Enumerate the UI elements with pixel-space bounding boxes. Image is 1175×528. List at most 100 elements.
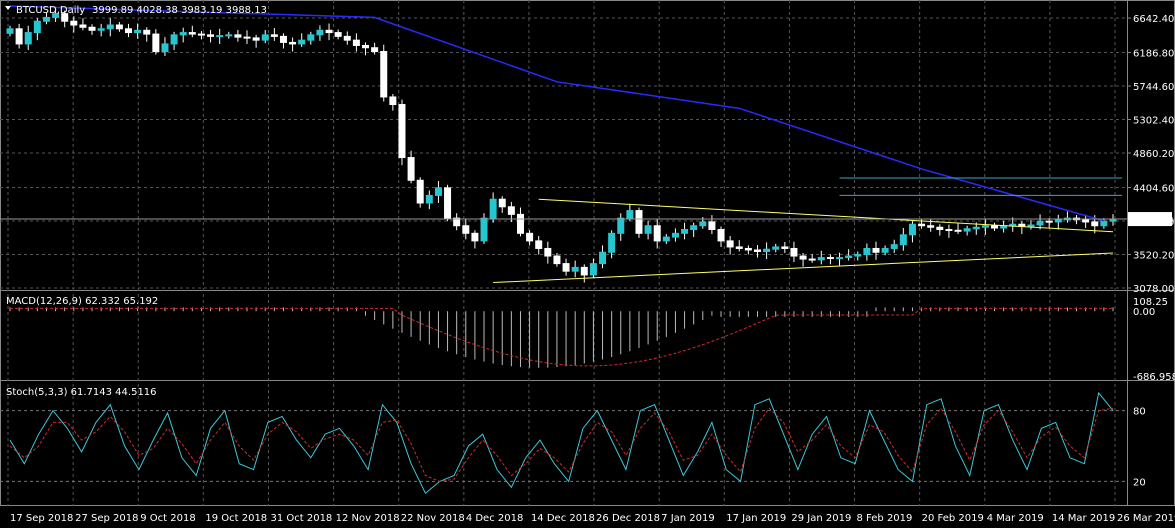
candle-body <box>726 240 734 248</box>
candle-body <box>252 37 260 41</box>
candle-body <box>763 248 771 252</box>
candle-body <box>152 33 160 53</box>
x-tick-label: 4 Dec 2018 <box>466 513 524 524</box>
candle-body <box>617 217 625 234</box>
candle-body <box>498 198 506 208</box>
candle-body <box>289 41 297 45</box>
candle-body <box>644 225 652 234</box>
candle-body <box>1036 220 1044 226</box>
candle-body <box>1100 220 1108 227</box>
candle-body <box>279 35 287 43</box>
candle-body <box>990 225 998 229</box>
candle-body <box>580 266 588 276</box>
candle-body <box>899 234 907 246</box>
x-tick-label: 9 Oct 2018 <box>140 513 195 524</box>
candle-body <box>717 229 725 242</box>
candle-body <box>243 36 251 39</box>
x-tick-label: 7 Jan 2019 <box>661 513 715 524</box>
candle-body <box>690 225 698 231</box>
outer-frame <box>0 0 1175 506</box>
candle-body <box>88 26 96 31</box>
price-tick-label: 6186.80 <box>1133 49 1174 60</box>
candle-body <box>298 39 306 45</box>
candle-body <box>863 247 871 256</box>
candle-body <box>571 266 579 272</box>
candle-body <box>799 255 807 260</box>
candle-body <box>908 223 916 236</box>
x-tick-label: 14 Mar 2019 <box>1052 513 1115 524</box>
candle-body <box>872 247 880 253</box>
candle-body <box>744 247 752 251</box>
candle-body <box>225 34 233 37</box>
candle-body <box>808 258 816 261</box>
chart-symbol: BTCUSD,Daily <box>16 5 85 16</box>
x-tick-label: 27 Sep 2018 <box>75 513 138 524</box>
candle-body <box>535 240 543 249</box>
candle-body <box>836 257 844 260</box>
x-tick-label: 4 Mar 2019 <box>987 513 1044 524</box>
candle-body <box>161 43 169 53</box>
candle-body <box>97 28 105 31</box>
candle-body <box>562 263 570 272</box>
candle-body <box>781 246 789 249</box>
candle-body <box>380 51 388 98</box>
candle-body <box>626 210 634 219</box>
x-tick-label: 14 Dec 2018 <box>531 513 595 524</box>
candle-body <box>708 221 716 231</box>
macd-tick-label: 108.25 <box>1133 297 1168 308</box>
macd-tick-label: 0.00 <box>1133 307 1155 318</box>
x-tick-label: 8 Feb 2019 <box>857 513 913 524</box>
candle-body <box>307 34 315 41</box>
x-tick-label: 26 Mar 2019 <box>1117 513 1175 524</box>
candle-body <box>936 226 944 231</box>
candle-body <box>854 254 862 257</box>
candle-body <box>362 44 370 49</box>
candle-body <box>207 34 215 37</box>
stoch-tick-label: 80 <box>1133 407 1146 418</box>
x-tick-label: 29 Jan 2019 <box>791 513 851 524</box>
candle-body <box>526 232 534 242</box>
macd-signal-line <box>10 307 1113 367</box>
candle-body <box>425 194 433 204</box>
stoch-main-line <box>9 391 1114 494</box>
price-tick-label: 4404.60 <box>1133 184 1174 195</box>
candle-body <box>753 249 761 252</box>
candle-body <box>981 225 989 228</box>
candle-body <box>963 228 971 232</box>
candle-body <box>15 28 23 45</box>
price-tick-label: 4860.20 <box>1133 149 1174 160</box>
candle-body <box>33 20 41 34</box>
candle-body <box>735 246 743 249</box>
trend-line <box>493 252 1114 284</box>
candle-body <box>489 198 497 219</box>
candle-body <box>945 229 953 232</box>
candle-body <box>234 34 242 38</box>
candle-body <box>170 34 178 45</box>
candle-body <box>681 229 689 234</box>
candle-body <box>471 232 479 242</box>
candle-body <box>270 34 278 37</box>
candle-body <box>462 225 470 234</box>
macd-title: MACD(12,26,9) 62.332 65.192 <box>6 296 158 307</box>
candle-body <box>42 16 50 22</box>
ohlc-values: 3999.89 4028.38 3983.19 3988.13 <box>92 5 267 16</box>
candle-body <box>334 32 342 37</box>
x-tick-label: 20 Feb 2019 <box>922 513 984 524</box>
candle-body <box>179 32 187 36</box>
dropdown-triangle-icon <box>5 6 11 10</box>
x-tick-label: 19 Oct 2018 <box>205 513 267 524</box>
candle-body <box>343 35 351 41</box>
macd-tick-label: -686.958 <box>1133 372 1175 383</box>
price-tick-label: 3078.00 <box>1133 284 1174 295</box>
x-tick-label: 22 Nov 2018 <box>401 513 465 524</box>
x-tick-label: 12 Nov 2018 <box>336 513 400 524</box>
candle-body <box>918 223 926 227</box>
candle-body <box>817 257 825 261</box>
candle-body <box>972 226 980 230</box>
candle-body <box>635 210 643 234</box>
x-tick-label: 31 Oct 2018 <box>270 513 332 524</box>
candle-body <box>143 29 151 35</box>
price-tick-label: 5302.40 <box>1133 116 1174 127</box>
candle-body <box>434 187 442 196</box>
